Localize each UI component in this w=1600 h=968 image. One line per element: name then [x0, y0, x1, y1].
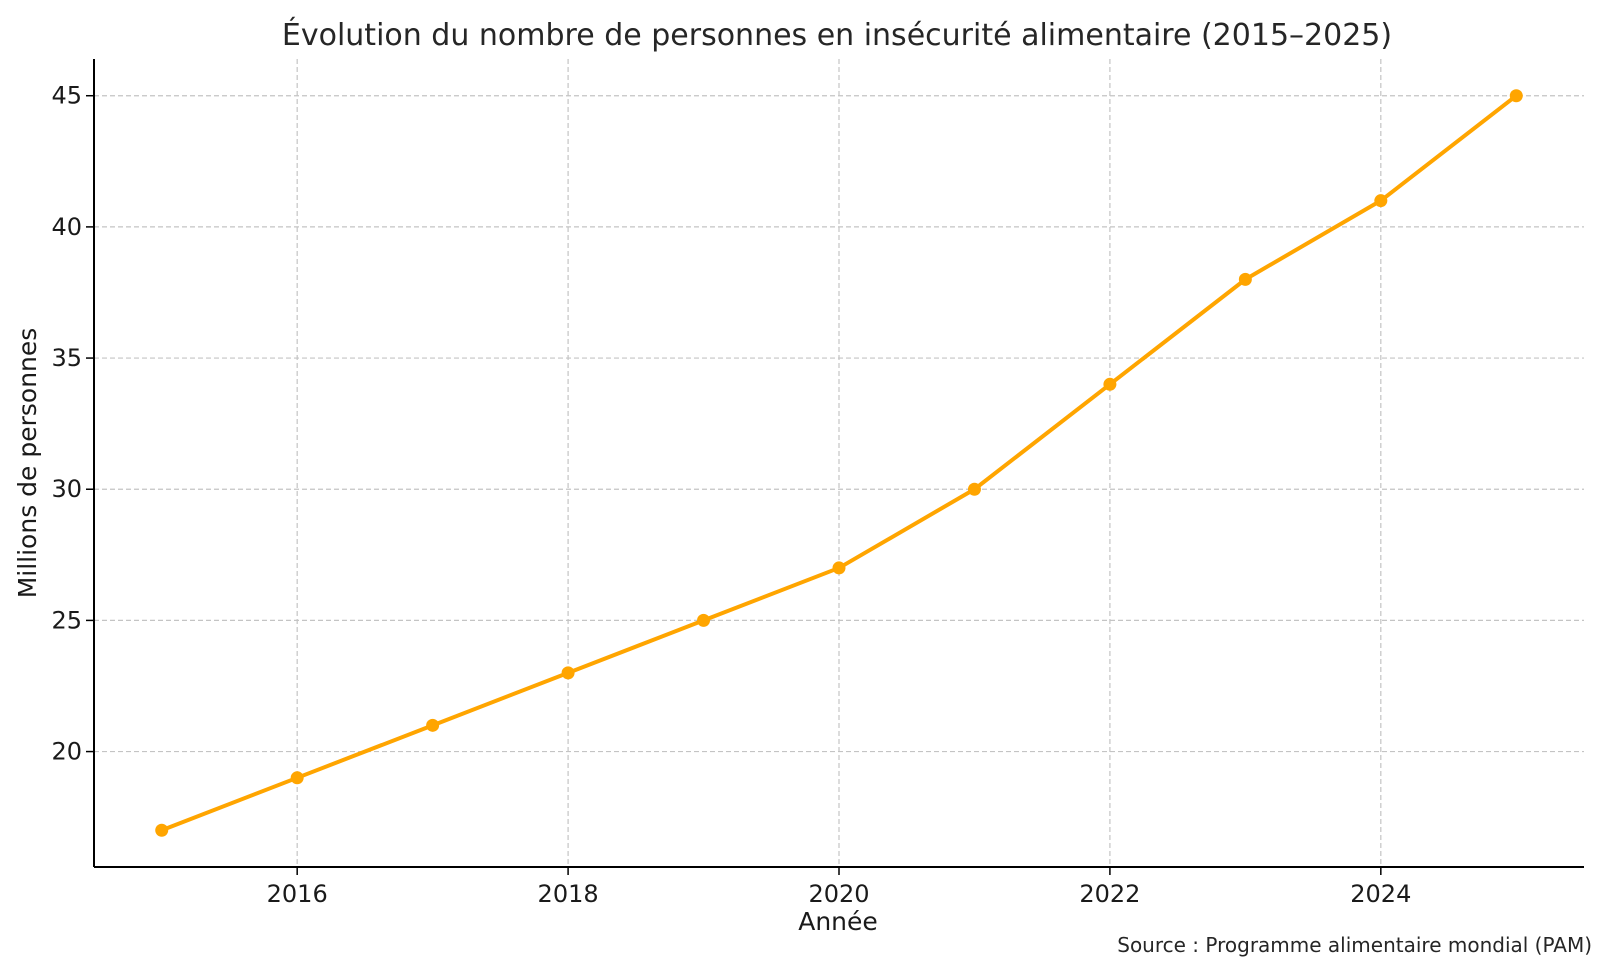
y-tick-label: 45 — [51, 82, 82, 110]
data-point — [697, 613, 711, 627]
data-point — [561, 666, 575, 680]
y-tick-label: 25 — [51, 606, 82, 634]
data-point — [1103, 377, 1117, 391]
source-note: Source : Programme alimentaire mondial (… — [1117, 933, 1592, 957]
data-point — [1238, 272, 1252, 286]
data-point — [155, 823, 169, 837]
data-point — [832, 561, 846, 575]
series-layer — [155, 89, 1523, 837]
data-point — [967, 482, 981, 496]
data-point — [426, 718, 440, 732]
x-tick-label: 2020 — [808, 880, 869, 908]
chart-title: Évolution du nombre de personnes en insé… — [282, 17, 1392, 53]
x-axis-ticks: 2016 2018 2020 2022 2024 — [267, 867, 1411, 908]
data-point — [1509, 89, 1523, 103]
y-tick-label: 20 — [51, 738, 82, 766]
y-axis-label: Millions de personnes — [13, 328, 42, 599]
y-tick-label: 30 — [51, 475, 82, 503]
x-tick-label: 2018 — [538, 880, 599, 908]
y-axis-ticks: 20 25 30 35 40 45 — [51, 82, 94, 766]
data-point — [290, 771, 304, 785]
vertical-gridlines — [296, 59, 1382, 867]
x-tick-label: 2016 — [267, 880, 328, 908]
x-axis-label: Année — [798, 907, 878, 936]
x-tick-label: 2022 — [1079, 880, 1140, 908]
data-point — [1374, 194, 1388, 208]
y-tick-label: 35 — [51, 344, 82, 372]
y-tick-label: 40 — [51, 213, 82, 241]
horizontal-gridlines — [94, 95, 1584, 753]
x-tick-label: 2024 — [1350, 880, 1411, 908]
